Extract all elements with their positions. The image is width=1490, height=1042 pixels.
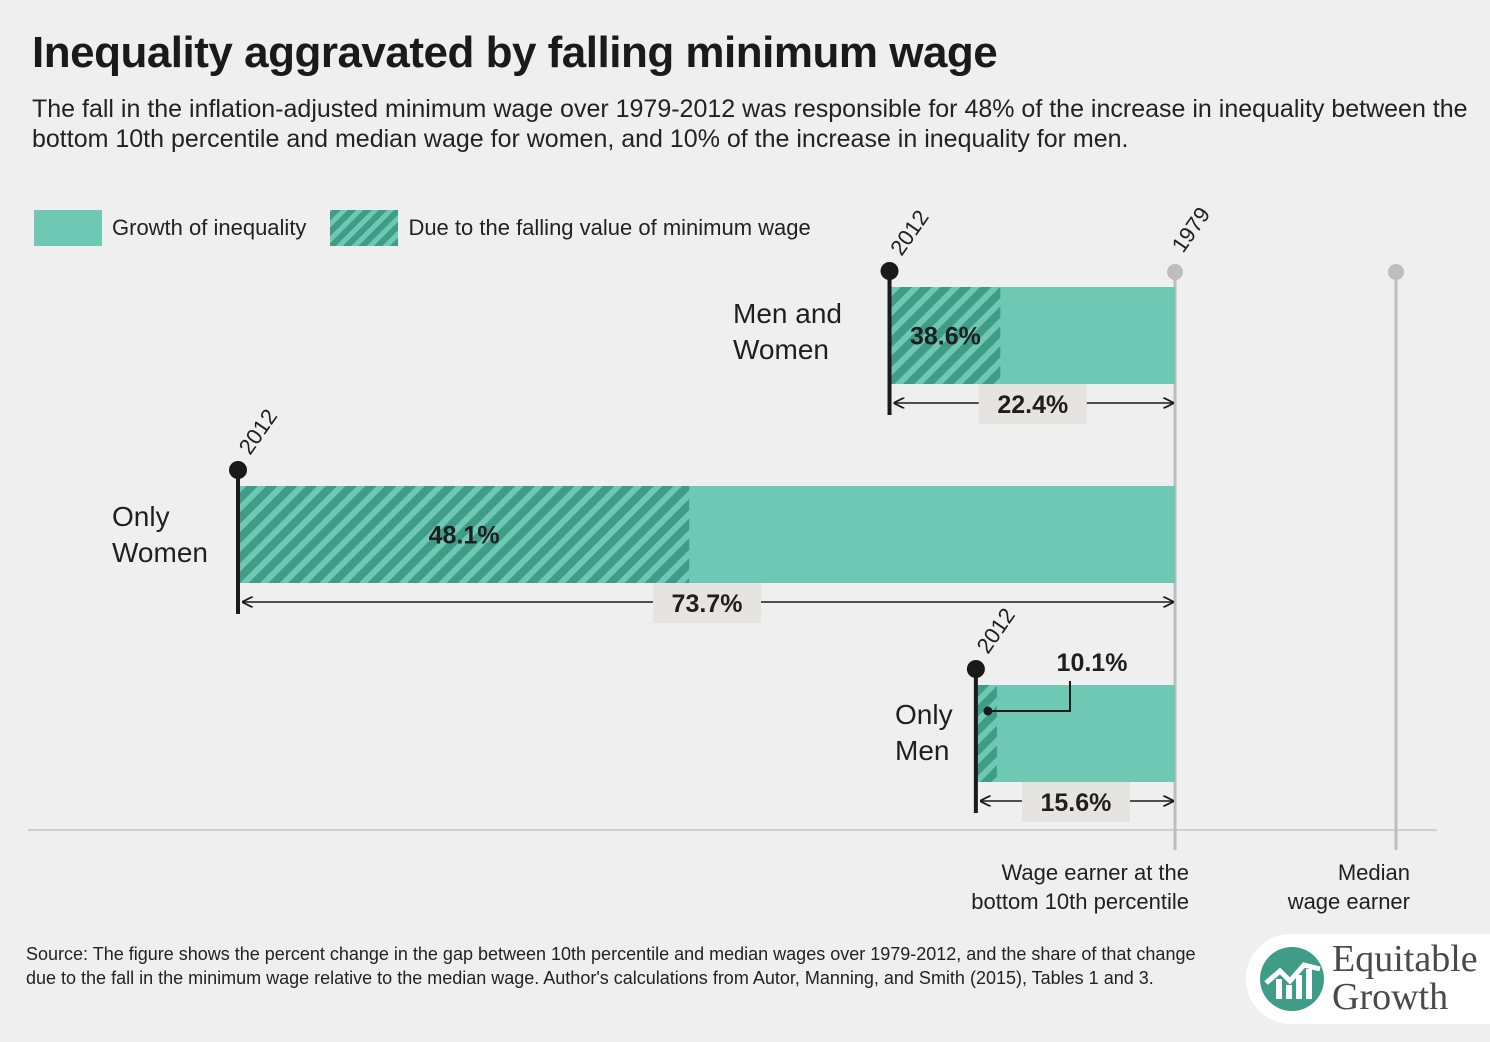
- category-label: Women: [733, 334, 829, 365]
- logo-mark-icon: [1260, 947, 1324, 1011]
- minwage-share-label: 48.1%: [429, 522, 500, 550]
- bar-minwage-hatched: [890, 287, 1001, 384]
- category-label: Men: [895, 735, 949, 766]
- growth-value-box: [1021, 782, 1130, 822]
- minwage-share-label: 10.1%: [1057, 649, 1128, 677]
- median-axis-label: Median: [1338, 860, 1410, 885]
- year-marker-dot: [966, 660, 985, 678]
- bar-growth: [976, 685, 1175, 782]
- category-label: Women: [112, 537, 208, 568]
- chart-title: Inequality aggravated by falling minimum…: [32, 28, 998, 77]
- equitable-growth-logo: Equitable Growth: [1246, 934, 1490, 1024]
- legend-label-minwage: Due to the falling value of minimum wage: [408, 215, 811, 240]
- legend-swatch-growth: [34, 210, 102, 246]
- bottom10-axis-label: Wage earner at the: [1001, 860, 1189, 885]
- chart-subtitle: The fall in the inflation-adjusted minim…: [32, 95, 1468, 153]
- year-marker-label: 2012: [234, 404, 283, 458]
- growth-value-label: 73.7%: [672, 590, 743, 618]
- year-marker-dot: [880, 262, 899, 280]
- year-marker-label: 2012: [885, 205, 934, 259]
- year-marker-dot: [229, 461, 248, 479]
- bottom10-axis-label: bottom 10th percentile: [971, 889, 1189, 914]
- growth-value-box: [978, 384, 1087, 424]
- category-label: Only: [112, 501, 170, 532]
- chart-area: 1979 Wage earner at the bottom 10th percen…: [28, 202, 1437, 914]
- source-note: Source: The figure shows the percent cha…: [26, 944, 1196, 988]
- minwage-share-label: 38.6%: [910, 323, 981, 351]
- bottom10-reference-dot: [1167, 264, 1183, 280]
- growth-value-box: [653, 583, 762, 623]
- legend: Growth of inequality Due to the falling …: [34, 210, 835, 246]
- logo-line-2: Growth: [1332, 976, 1449, 1018]
- legend-label-growth: Growth of inequality: [112, 215, 307, 240]
- logo-line-1: Equitable: [1332, 938, 1478, 980]
- year-marker-label: 2012: [971, 603, 1020, 657]
- legend-item-growth: Growth of inequality: [34, 210, 306, 246]
- category-label: Only: [895, 699, 953, 730]
- legend-item-minwage: Due to the falling value of minimum wage: [330, 210, 811, 246]
- logo-wordmark: Equitable Growth: [1332, 940, 1478, 1016]
- median-axis-label: wage earner: [1287, 889, 1410, 914]
- growth-value-label: 22.4%: [997, 391, 1068, 419]
- legend-swatch-minwage: [330, 210, 399, 246]
- growth-value-label: 15.6%: [1040, 789, 1111, 817]
- reference-year-label: 1979: [1167, 202, 1216, 256]
- median-reference-dot: [1388, 264, 1404, 280]
- bar-minwage-hatched: [239, 486, 690, 583]
- category-label: Men and: [733, 298, 842, 329]
- callout-leader: [987, 681, 1071, 712]
- bar-minwage-hatched: [976, 685, 997, 782]
